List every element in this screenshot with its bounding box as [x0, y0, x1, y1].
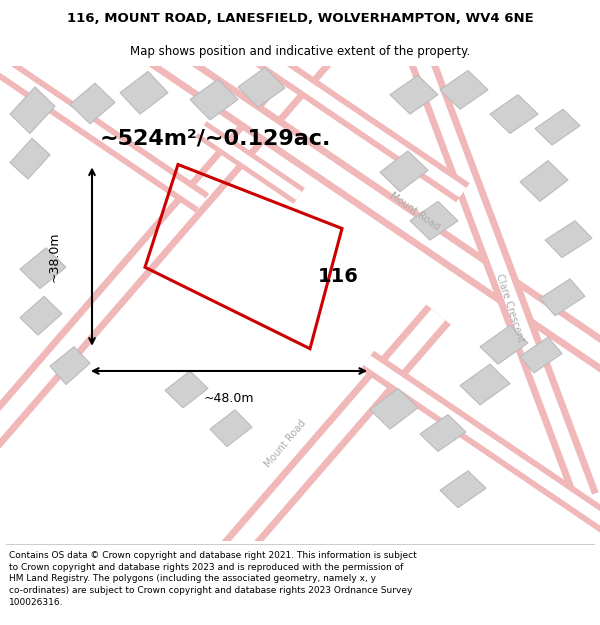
Polygon shape: [0, 0, 422, 481]
Polygon shape: [50, 347, 90, 384]
Text: ~524m²/~0.129ac.: ~524m²/~0.129ac.: [100, 128, 331, 148]
Polygon shape: [238, 68, 285, 108]
Polygon shape: [380, 151, 428, 192]
Text: 116, MOUNT ROAD, LANESFIELD, WOLVERHAMPTON, WV4 6NE: 116, MOUNT ROAD, LANESFIELD, WOLVERHAMPT…: [67, 12, 533, 25]
Polygon shape: [169, 304, 451, 622]
Polygon shape: [540, 279, 585, 316]
Polygon shape: [20, 248, 66, 289]
Polygon shape: [0, 54, 209, 212]
Polygon shape: [98, 9, 600, 412]
Polygon shape: [10, 138, 50, 179]
Polygon shape: [10, 87, 55, 134]
Polygon shape: [420, 414, 466, 451]
Polygon shape: [198, 125, 302, 200]
Polygon shape: [364, 356, 600, 532]
Polygon shape: [20, 296, 62, 335]
Polygon shape: [195, 121, 305, 204]
Polygon shape: [545, 221, 592, 258]
Polygon shape: [440, 471, 486, 508]
Text: Contains OS data © Crown copyright and database right 2021. This information is : Contains OS data © Crown copyright and d…: [9, 551, 417, 607]
Polygon shape: [70, 83, 115, 124]
Text: Map shows position and indicative extent of the property.: Map shows position and indicative extent…: [130, 45, 470, 58]
Polygon shape: [214, 21, 466, 198]
Polygon shape: [460, 364, 510, 405]
Polygon shape: [440, 71, 488, 109]
Polygon shape: [520, 337, 562, 373]
Polygon shape: [360, 351, 600, 537]
Polygon shape: [535, 109, 580, 145]
Polygon shape: [480, 326, 528, 364]
Polygon shape: [490, 95, 538, 134]
Polygon shape: [210, 16, 470, 202]
Polygon shape: [120, 71, 168, 114]
Text: Mount Road: Mount Road: [388, 190, 442, 232]
Polygon shape: [165, 371, 208, 408]
Polygon shape: [401, 37, 599, 502]
Text: ~48.0m: ~48.0m: [204, 392, 254, 404]
Polygon shape: [210, 410, 252, 447]
Text: Clare Crescent: Clare Crescent: [494, 272, 526, 344]
Polygon shape: [410, 201, 458, 240]
Polygon shape: [94, 4, 600, 418]
Polygon shape: [175, 309, 445, 618]
Polygon shape: [390, 76, 438, 114]
Polygon shape: [190, 79, 238, 120]
Polygon shape: [408, 39, 592, 499]
Text: ~38.0m: ~38.0m: [47, 231, 61, 282]
Polygon shape: [520, 161, 568, 201]
Polygon shape: [0, 59, 206, 208]
Polygon shape: [370, 388, 418, 429]
Text: 116: 116: [318, 268, 359, 286]
Text: Mount Road: Mount Road: [262, 418, 308, 469]
Polygon shape: [0, 0, 417, 476]
